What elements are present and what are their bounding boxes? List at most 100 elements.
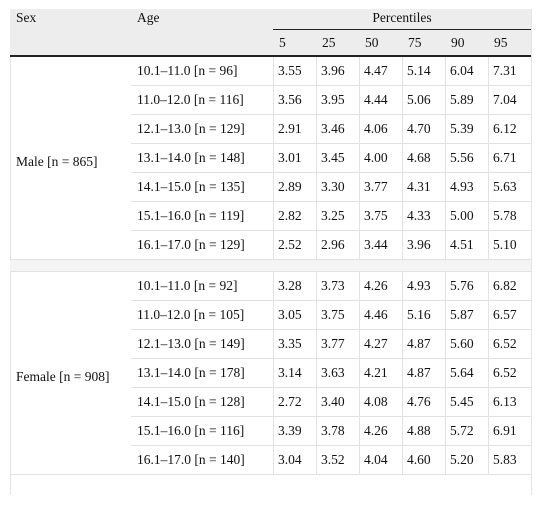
value-cell: 4.26 bbox=[359, 272, 402, 301]
value-cell: 6.52 bbox=[488, 330, 531, 359]
value-cell: 5.14 bbox=[402, 57, 445, 86]
table-row: 14.1–15.0 [n = 128] 2.72 3.40 4.08 4.76 5.45 6… bbox=[10, 388, 531, 417]
value-cell: 4.70 bbox=[402, 115, 445, 144]
table-header: Sex Age Percentiles 5 25 50 75 90 95 bbox=[10, 9, 531, 57]
value-cell: 6.04 bbox=[445, 57, 488, 86]
header-p25: 25 bbox=[316, 29, 359, 57]
group-separator bbox=[10, 260, 531, 272]
value-cell: 6.91 bbox=[488, 417, 531, 446]
value-cell: 4.46 bbox=[359, 301, 402, 330]
header-p50: 50 bbox=[359, 29, 402, 57]
value-cell: 6.82 bbox=[488, 272, 531, 301]
table-row: Female [n = 908] 10.1–11.0 [n = 92] 3.28 3.… bbox=[10, 272, 531, 475]
value-cell: 4.68 bbox=[402, 144, 445, 173]
value-cell: 4.27 bbox=[359, 330, 402, 359]
age-cell: 13.1–14.0 [n = 178] bbox=[131, 359, 273, 388]
value-cell: 3.04 bbox=[273, 446, 316, 475]
header-sex: Sex bbox=[10, 9, 131, 57]
value-cell: 3.45 bbox=[316, 144, 359, 173]
value-cell: 2.96 bbox=[316, 231, 359, 260]
age-cell: 16.1–17.0 [n = 140] bbox=[131, 446, 273, 475]
sex-group-label: Female [n = 908] bbox=[10, 272, 131, 475]
value-cell: 5.00 bbox=[445, 202, 488, 231]
table-row: 11.0–12.0 [n = 116] 3.56 3.95 4.44 5.06 5.89 7… bbox=[10, 86, 531, 115]
value-cell: 3.28 bbox=[273, 272, 316, 301]
value-cell: 5.87 bbox=[445, 301, 488, 330]
age-cell: 10.1–11.0 [n = 96] bbox=[131, 57, 273, 86]
value-cell: 4.06 bbox=[359, 115, 402, 144]
age-cell: 14.1–15.0 [n = 128] bbox=[131, 388, 273, 417]
value-cell: 6.57 bbox=[488, 301, 531, 330]
header-p75: 75 bbox=[402, 29, 445, 57]
value-cell: 3.75 bbox=[316, 301, 359, 330]
value-cell: 4.26 bbox=[359, 417, 402, 446]
value-cell: 4.76 bbox=[402, 388, 445, 417]
table-row: 12.1–13.0 [n = 129] 2.91 3.46 4.06 4.70 5.39 6… bbox=[10, 115, 531, 144]
value-cell: 6.71 bbox=[488, 144, 531, 173]
table-body: Male [n = 865] 10.1–11.0 [n = 96] 3.55 3.96… bbox=[10, 57, 531, 475]
value-cell: 4.31 bbox=[402, 173, 445, 202]
age-cell: 11.0–12.0 [n = 105] bbox=[131, 301, 273, 330]
table-row: 12.1–13.0 [n = 149] 3.35 3.77 4.27 4.87 5.60 6… bbox=[10, 330, 531, 359]
table-row: 16.1–17.0 [n = 140] 3.04 3.52 4.04 4.60 5.20 5… bbox=[10, 446, 531, 475]
value-cell: 3.75 bbox=[359, 202, 402, 231]
header-p90: 90 bbox=[445, 29, 488, 57]
age-cell: 13.1–14.0 [n = 148] bbox=[131, 144, 273, 173]
value-cell: 3.73 bbox=[316, 272, 359, 301]
value-cell: 4.47 bbox=[359, 57, 402, 86]
age-cell: 15.1–16.0 [n = 116] bbox=[131, 417, 273, 446]
value-cell: 4.00 bbox=[359, 144, 402, 173]
value-cell: 4.44 bbox=[359, 86, 402, 115]
value-cell: 5.10 bbox=[488, 231, 531, 260]
value-cell: 3.14 bbox=[273, 359, 316, 388]
value-cell: 4.93 bbox=[402, 272, 445, 301]
value-cell: 2.52 bbox=[273, 231, 316, 260]
value-cell: 5.83 bbox=[488, 446, 531, 475]
table-row: 15.1–16.0 [n = 119] 2.82 3.25 3.75 4.33 5.00 5… bbox=[10, 202, 531, 231]
value-cell: 5.76 bbox=[445, 272, 488, 301]
value-cell: 7.31 bbox=[488, 57, 531, 86]
value-cell: 3.77 bbox=[359, 173, 402, 202]
value-cell: 4.87 bbox=[402, 359, 445, 388]
value-cell: 5.56 bbox=[445, 144, 488, 173]
header-p95: 95 bbox=[488, 29, 531, 57]
table-row: 14.1–15.0 [n = 135] 2.89 3.30 3.77 4.31 4.93 5… bbox=[10, 173, 531, 202]
value-cell: 3.46 bbox=[316, 115, 359, 144]
value-cell: 4.08 bbox=[359, 388, 402, 417]
value-cell: 4.88 bbox=[402, 417, 445, 446]
age-cell: 12.1–13.0 [n = 149] bbox=[131, 330, 273, 359]
value-cell: 5.20 bbox=[445, 446, 488, 475]
percentile-table: Sex Age Percentiles 5 25 50 75 90 95 Mal… bbox=[10, 9, 531, 475]
value-cell: 4.87 bbox=[402, 330, 445, 359]
value-cell: 3.55 bbox=[273, 57, 316, 86]
table-row: 13.1–14.0 [n = 178] 3.14 3.63 4.21 4.87 5.64 6… bbox=[10, 359, 531, 388]
value-cell: 4.21 bbox=[359, 359, 402, 388]
value-cell: 3.30 bbox=[316, 173, 359, 202]
value-cell: 5.16 bbox=[402, 301, 445, 330]
age-cell: 15.1–16.0 [n = 119] bbox=[131, 202, 273, 231]
value-cell: 2.82 bbox=[273, 202, 316, 231]
value-cell: 2.91 bbox=[273, 115, 316, 144]
value-cell: 4.51 bbox=[445, 231, 488, 260]
value-cell: 3.77 bbox=[316, 330, 359, 359]
value-cell: 3.56 bbox=[273, 86, 316, 115]
value-cell: 3.25 bbox=[316, 202, 359, 231]
table-row: 15.1–16.0 [n = 116] 3.39 3.78 4.26 4.88 5.72 6… bbox=[10, 417, 531, 446]
value-cell: 4.93 bbox=[445, 173, 488, 202]
age-cell: 10.1–11.0 [n = 92] bbox=[131, 272, 273, 301]
value-cell: 5.89 bbox=[445, 86, 488, 115]
age-cell: 11.0–12.0 [n = 116] bbox=[131, 86, 273, 115]
value-cell: 4.04 bbox=[359, 446, 402, 475]
age-cell: 12.1–13.0 [n = 129] bbox=[131, 115, 273, 144]
group-separator-cell bbox=[10, 260, 531, 272]
value-cell: 5.78 bbox=[488, 202, 531, 231]
value-cell: 3.05 bbox=[273, 301, 316, 330]
value-cell: 5.60 bbox=[445, 330, 488, 359]
value-cell: 3.52 bbox=[316, 446, 359, 475]
header-percentiles: Percentiles bbox=[273, 9, 531, 29]
header-age: Age bbox=[131, 9, 273, 57]
value-cell: 5.64 bbox=[445, 359, 488, 388]
value-cell: 3.01 bbox=[273, 144, 316, 173]
table-row: 13.1–14.0 [n = 148] 3.01 3.45 4.00 4.68 5.56 6… bbox=[10, 144, 531, 173]
value-cell: 3.96 bbox=[316, 57, 359, 86]
